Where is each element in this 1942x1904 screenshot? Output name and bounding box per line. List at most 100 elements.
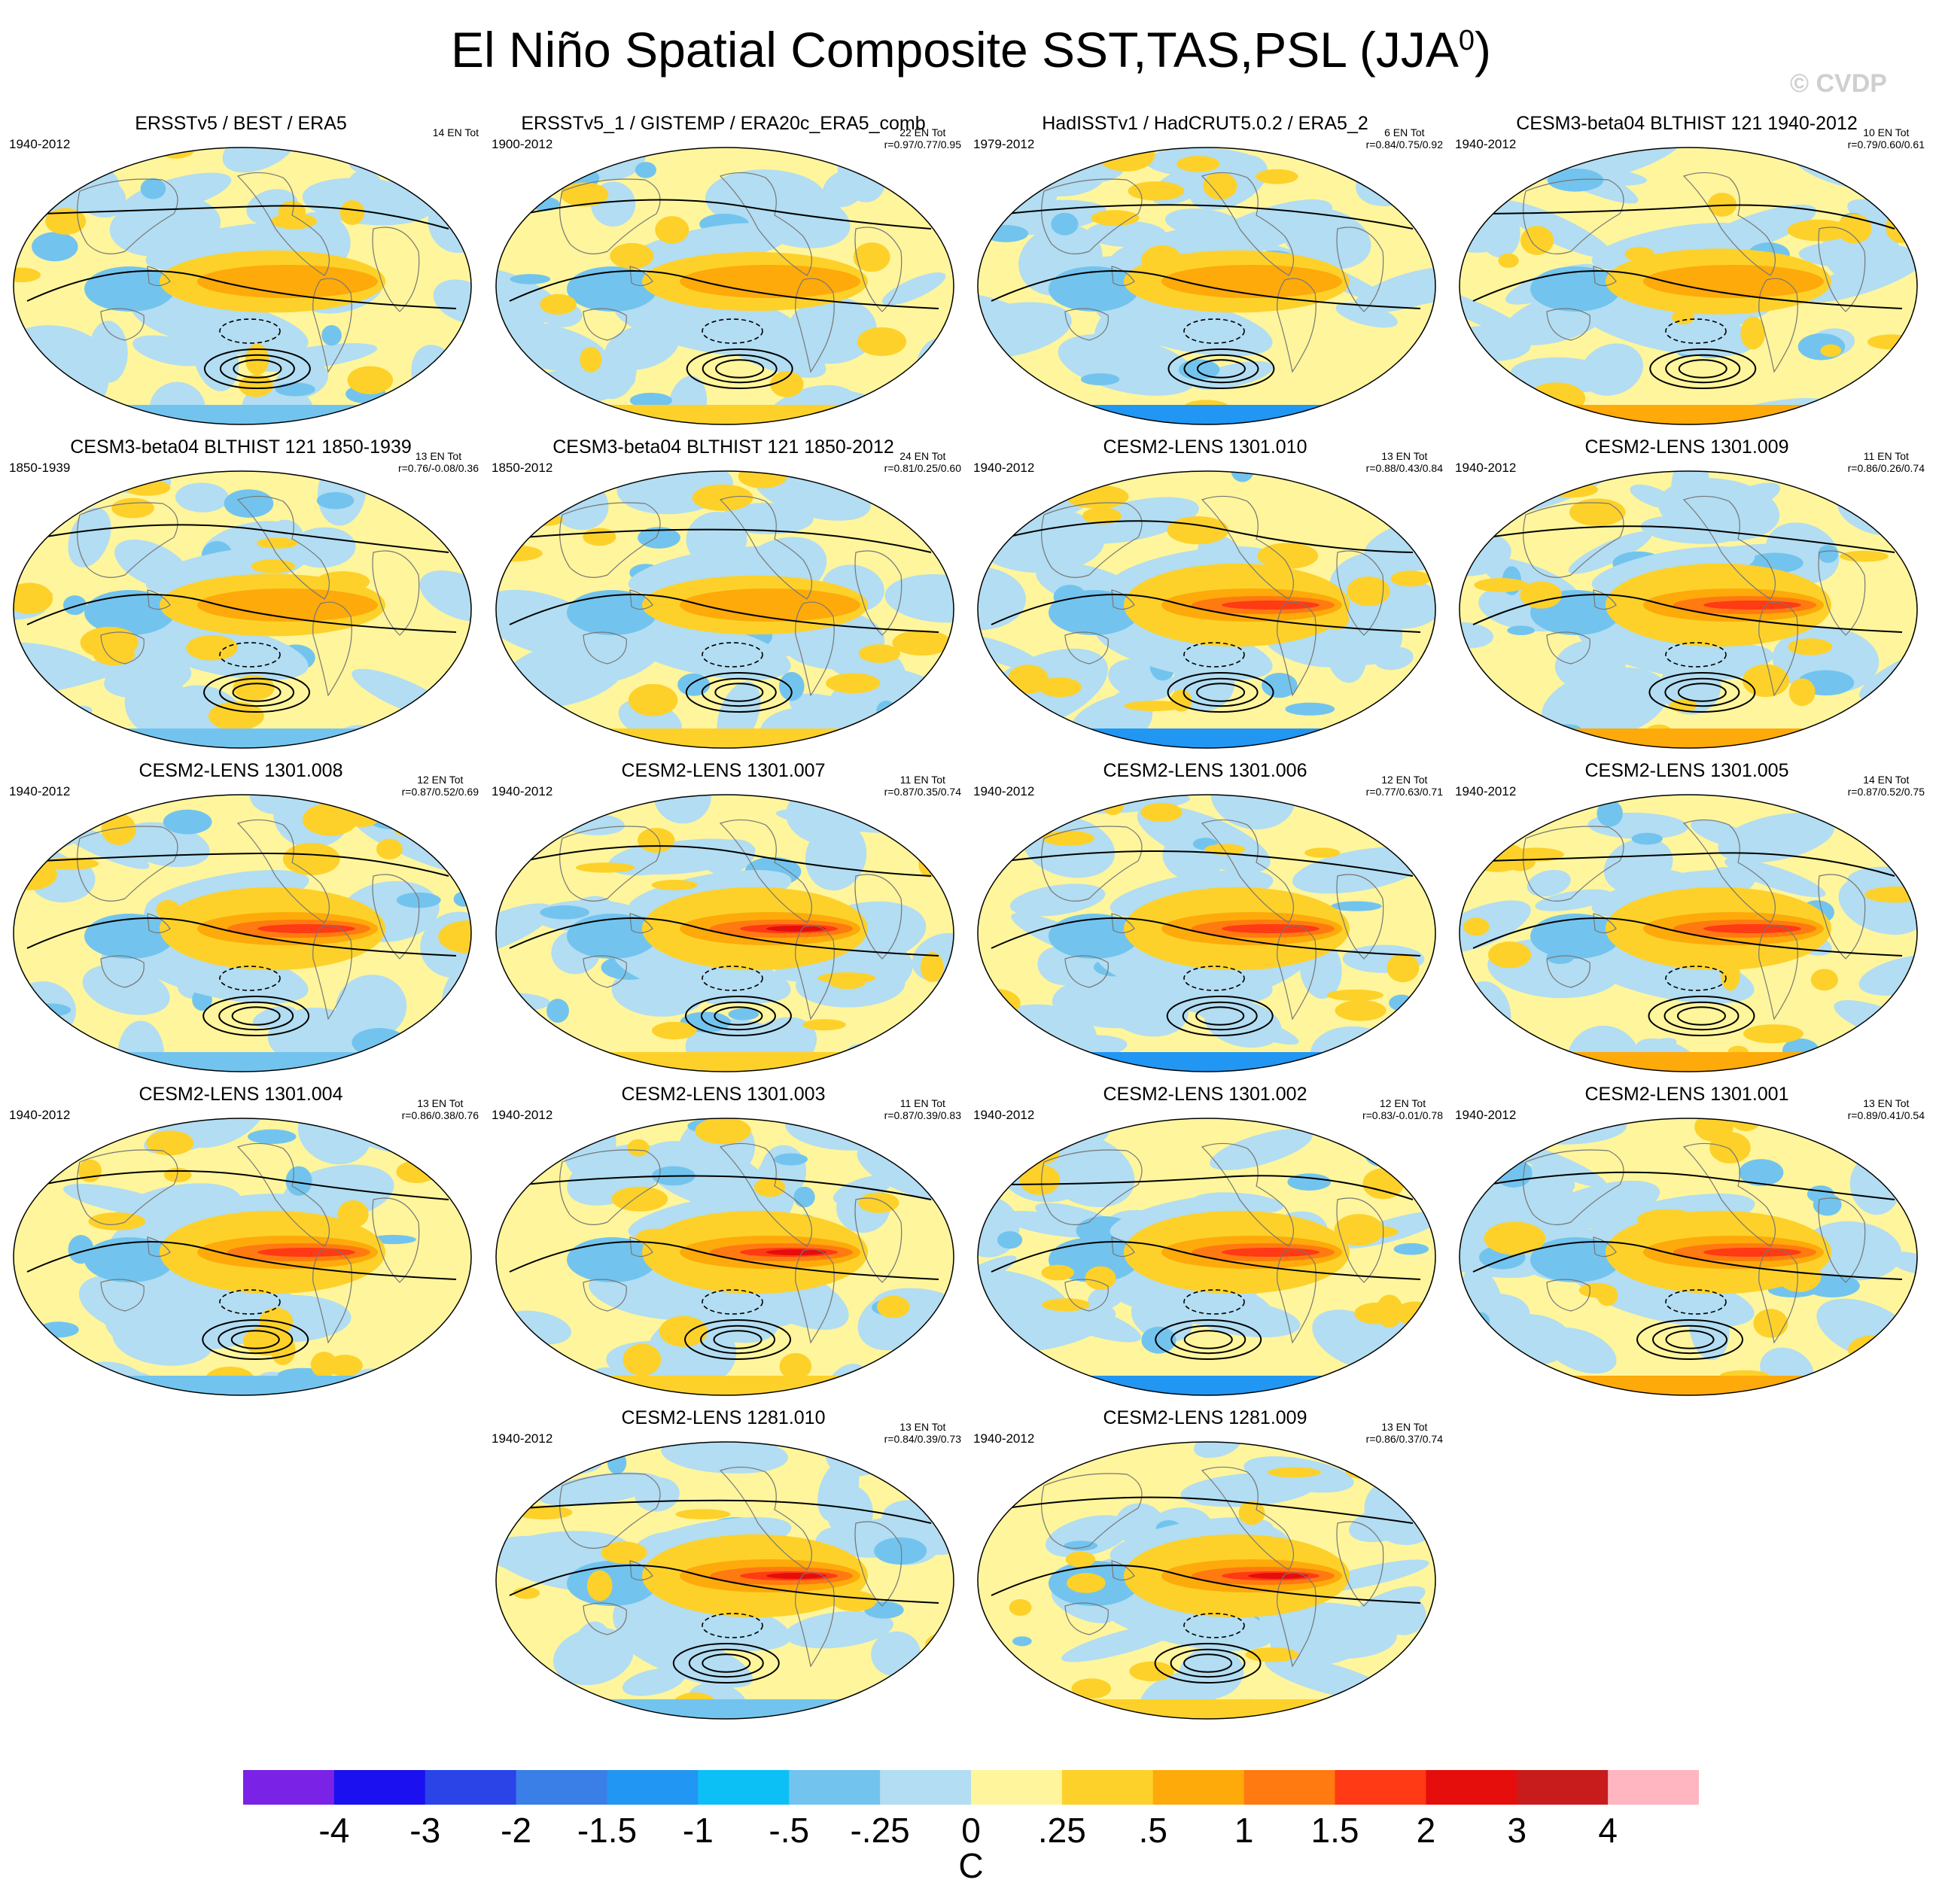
coastline xyxy=(559,826,661,902)
anomaly-patch-positive xyxy=(1375,1294,1403,1328)
anomaly-patch-positive xyxy=(1082,507,1122,525)
anomaly-patch-positive xyxy=(675,1509,731,1519)
map-outline xyxy=(977,470,1436,749)
anomaly-patch-negative xyxy=(805,822,867,891)
colorbar-tick-label: 0 xyxy=(961,1811,981,1850)
coastline xyxy=(1336,874,1384,960)
anomaly-patch-negative xyxy=(1507,625,1535,635)
slp-contour xyxy=(714,683,764,702)
anomaly-patch-positive xyxy=(753,1178,786,1197)
colorbar-tick-label: -.5 xyxy=(769,1811,810,1850)
panel-years: 1940-2012 xyxy=(973,461,1035,475)
colorbar-tick-label: -1.5 xyxy=(577,1811,638,1850)
robinson-map xyxy=(495,1441,954,1720)
robinson-map xyxy=(977,470,1436,749)
panel-event-count: 11 EN Tot xyxy=(1863,450,1909,462)
panel-stats: 12 EN Tot r=0.77/0.63/0.71 xyxy=(1366,774,1443,798)
coastline xyxy=(1593,913,1617,934)
colorbar-swatch xyxy=(1517,1770,1609,1805)
coastline xyxy=(559,178,661,254)
anomaly-patch-negative xyxy=(89,321,128,383)
anomaly-patch-negative xyxy=(746,305,799,336)
anomaly-patch-positive xyxy=(509,831,530,846)
anomaly-patch-negative xyxy=(496,268,564,323)
slp-contour xyxy=(1652,1325,1728,1355)
anomaly-horseshoe xyxy=(1095,1588,1273,1651)
anomaly-patch-positive xyxy=(1065,1551,1096,1568)
panel-title: CESM2-LENS 1301.002 xyxy=(1103,1084,1307,1105)
panel-title: CESM2-LENS 1301.009 xyxy=(1584,436,1789,458)
slp-contour xyxy=(26,1241,457,1280)
anomaly-patch-negative xyxy=(1691,819,1754,849)
colorbar-swatch xyxy=(1335,1770,1426,1805)
anomaly-patch-positive xyxy=(611,1186,668,1212)
coastline xyxy=(1041,502,1143,578)
anomaly-patch-positive xyxy=(1520,226,1554,255)
panel-event-count: 12 EN Tot xyxy=(1379,1097,1426,1109)
colorbar-tick-label: 1.5 xyxy=(1310,1811,1359,1850)
anomaly-patch-negative xyxy=(496,148,522,172)
slp-contour xyxy=(1182,1001,1258,1031)
anomaly-patch-negative xyxy=(14,708,56,748)
slp-contour xyxy=(702,354,778,384)
colorbar-tick-label: -2 xyxy=(501,1811,532,1850)
anomaly-horseshoe xyxy=(628,546,792,595)
anomaly-patch-negative xyxy=(884,573,954,623)
polar-anomaly xyxy=(14,728,471,748)
anomaly-patch-positive xyxy=(1743,1024,1804,1044)
anomaly-patch-negative xyxy=(108,148,145,154)
anomaly-patch-positive xyxy=(826,673,881,694)
slp-contour xyxy=(1649,348,1757,389)
colorbar-tick-label: -1 xyxy=(682,1811,714,1850)
coastline xyxy=(719,1466,812,1571)
anomaly-patch-negative xyxy=(1054,148,1124,160)
anomaly-patch-positive xyxy=(877,1295,910,1319)
anomaly-patch-negative xyxy=(1739,1159,1784,1187)
anomaly-patch-negative xyxy=(1807,1185,1834,1203)
coastline xyxy=(795,601,835,697)
anomaly-patch-negative xyxy=(1883,680,1917,695)
cvdp-watermark: © CVDP xyxy=(1790,69,1887,98)
anomaly-patch-negative xyxy=(178,1118,266,1148)
polar-anomaly xyxy=(14,1052,471,1072)
colorbar-tick-label: 3 xyxy=(1507,1811,1527,1850)
anomaly-patch-negative xyxy=(793,1186,815,1208)
robinson-map xyxy=(495,794,954,1072)
anomaly-patch-negative xyxy=(1864,1022,1916,1069)
panel-event-count: 10 EN Tot xyxy=(1863,126,1910,138)
polar-anomaly xyxy=(978,1699,1435,1719)
coastline xyxy=(372,874,420,960)
panel-title: CESM2-LENS 1301.001 xyxy=(1584,1084,1789,1105)
slp-contour xyxy=(1487,525,1895,553)
slp-contour xyxy=(41,205,449,230)
anomaly-patch-negative xyxy=(720,503,814,534)
panel-event-count: 14 EN Tot xyxy=(1863,774,1910,786)
anomaly-patch-negative xyxy=(978,1442,1028,1468)
panel-correlation: r=0.77/0.63/0.71 xyxy=(1365,786,1443,798)
slp-contour xyxy=(509,1241,939,1280)
slp-contour xyxy=(1183,677,1259,707)
coastline xyxy=(1682,495,1776,600)
coastline xyxy=(1523,178,1624,254)
panel-years: 1940-2012 xyxy=(9,784,71,798)
coastline xyxy=(854,1197,903,1283)
anomaly-warmpool xyxy=(1049,914,1139,959)
panel-years: 1940-2012 xyxy=(973,1431,1035,1446)
coastline xyxy=(1111,1560,1135,1581)
slp-contour xyxy=(1155,1319,1262,1360)
anomaly-patch-negative xyxy=(774,1153,808,1166)
anomaly-patch-negative xyxy=(68,507,111,567)
anomaly-patch-positive xyxy=(1386,954,1420,983)
nino-tongue xyxy=(1703,601,1801,610)
anomaly-patch-positive xyxy=(438,920,471,954)
coastline xyxy=(1041,1473,1143,1549)
coastline xyxy=(795,1572,835,1668)
anomaly-patch-positive xyxy=(339,200,365,225)
map-panel: CESM2-LENS 1301.006 1940-2012 12 EN Tot r=0… xyxy=(964,760,1446,1076)
coastline xyxy=(312,278,352,373)
anomaly-warmpool xyxy=(1530,266,1621,312)
anomaly-patch-positive xyxy=(1401,806,1435,831)
anomaly-patch-positive xyxy=(1326,989,1383,1001)
coastline xyxy=(1336,1197,1384,1283)
anomaly-patch-positive xyxy=(892,630,951,656)
